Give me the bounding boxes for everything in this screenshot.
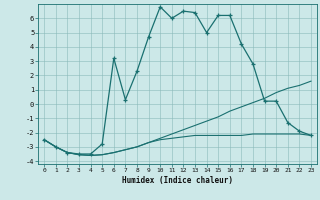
- X-axis label: Humidex (Indice chaleur): Humidex (Indice chaleur): [122, 176, 233, 185]
